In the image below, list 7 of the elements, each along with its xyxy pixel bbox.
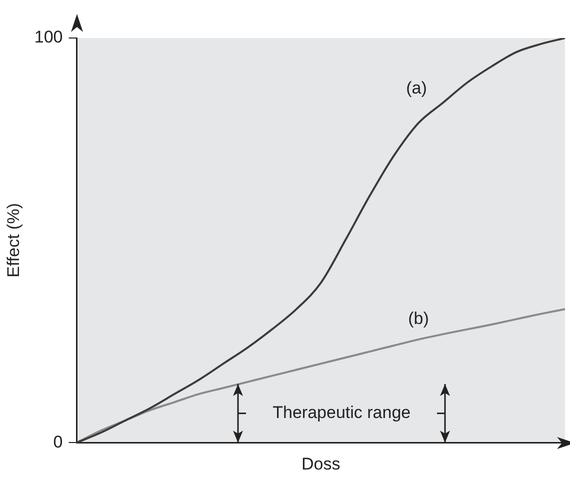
series-label: (b) (408, 309, 429, 328)
y-tick-label: 100 (34, 28, 63, 47)
series-label: (a) (406, 78, 427, 98)
x-axis-title: Doss (302, 454, 340, 474)
y-tick-label: 0 (53, 432, 63, 452)
y-axis-title: Effect (%) (4, 203, 23, 278)
annotation: Therapeutic range (272, 402, 412, 424)
